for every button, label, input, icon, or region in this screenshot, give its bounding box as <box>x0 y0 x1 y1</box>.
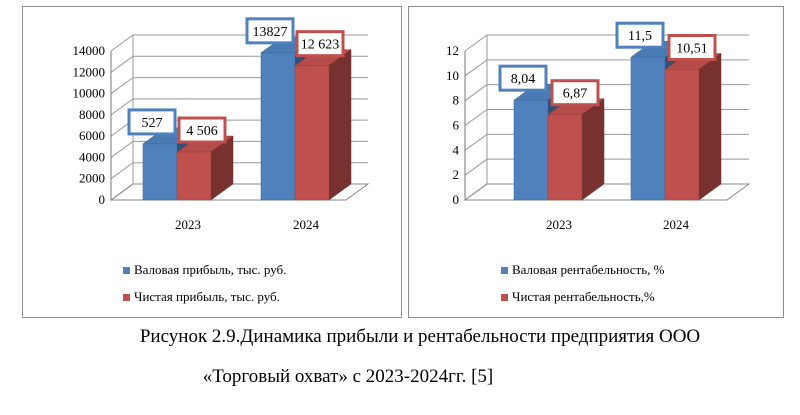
x-tick-label: 2024 <box>293 217 320 232</box>
svg-text:12 623: 12 623 <box>301 38 340 53</box>
legend-item-gross-profit: Валовая прибыль, тыс. руб. <box>123 262 286 278</box>
x-tick-label: 2024 <box>663 217 690 232</box>
y-tick-label: 12000 <box>73 64 106 79</box>
legend-item-net-profitability: Чистая рентабельность,% <box>501 289 655 305</box>
profit-chart-plot: 0 2000 4000 6000 8000 10000 12000 14000 2023 2024… <box>73 17 370 232</box>
x-tick-label: 2023 <box>546 217 572 232</box>
y-tick-label: 4000 <box>79 149 105 164</box>
legend-swatch-gross-profit <box>123 266 130 274</box>
legend-item-gross-profitability: Валовая рентабельность, % <box>501 262 664 278</box>
y-tick-label: 10 <box>446 68 459 83</box>
legend-swatch-net-profit <box>123 293 130 301</box>
profitability-chart: 0 2 4 6 8 10 12 2023 2024 8,04 6,87 11,5 10,51 Валов… <box>408 6 784 318</box>
data-label: 6,87 <box>550 79 600 107</box>
bar <box>547 98 605 201</box>
gross-net-profit-chart: 0 2000 4000 6000 8000 10000 12000 14000 2023 2024… <box>22 6 402 318</box>
legend-label-net-profitability: Чистая рентабельность,% <box>512 289 655 304</box>
data-label: 8,04 <box>498 64 548 92</box>
y-tick-label: 12 <box>446 43 459 58</box>
svg-text:13827: 13827 <box>253 25 288 40</box>
legend-label-net-profit: Чистая прибыль, тыс. руб. <box>134 289 280 304</box>
bar <box>294 49 352 201</box>
y-tick-label: 10000 <box>73 86 106 101</box>
svg-text:527: 527 <box>142 116 163 131</box>
legend-swatch-gross-profitability <box>501 266 508 274</box>
y-tick-label: 6 <box>453 118 460 133</box>
data-label: 4 506 <box>177 116 227 144</box>
y-tick-label: 4 <box>453 142 460 157</box>
svg-text:6,87: 6,87 <box>563 87 588 102</box>
profitability-chart-plot: 0 2 4 6 8 10 12 2023 2024 8,04 6,87 11,5 10,51 <box>446 21 751 232</box>
bar <box>176 135 234 201</box>
data-label: 527 <box>127 108 177 136</box>
y-tick-label: 8 <box>453 93 460 108</box>
y-tick-label: 2 <box>453 167 460 182</box>
bar <box>664 53 722 201</box>
y-tick-label: 8000 <box>79 107 105 122</box>
legend-swatch-net-profitability <box>501 293 508 301</box>
y-tick-label: 0 <box>99 192 106 207</box>
data-label: 11,5 <box>615 21 665 49</box>
data-label: 12 623 <box>295 30 345 58</box>
y-tick-label: 2000 <box>79 171 105 186</box>
legend-label-gross-profitability: Валовая рентабельность, % <box>512 262 665 277</box>
legend-label-gross-profit: Валовая прибыль, тыс. руб. <box>134 262 287 277</box>
x-tick-label: 2023 <box>175 217 201 232</box>
svg-text:11,5: 11,5 <box>628 29 652 44</box>
data-label: 10,51 <box>667 34 717 62</box>
figure-caption-line-2: «Торговый охват» с 2023-2024гг. [5] <box>202 366 494 387</box>
svg-text:4 506: 4 506 <box>186 124 218 139</box>
data-label: 13827 <box>245 17 295 45</box>
y-tick-label: 0 <box>453 192 460 207</box>
legend-item-net-profit: Чистая прибыль, тыс. руб. <box>123 289 280 305</box>
y-tick-label: 6000 <box>79 128 105 143</box>
svg-text:10,51: 10,51 <box>676 42 708 57</box>
y-tick-label: 14000 <box>73 43 106 58</box>
figure-caption-line-1: Рисунок 2.9.Динамика прибыли и рентабель… <box>139 326 701 347</box>
svg-text:8,04: 8,04 <box>511 72 536 87</box>
